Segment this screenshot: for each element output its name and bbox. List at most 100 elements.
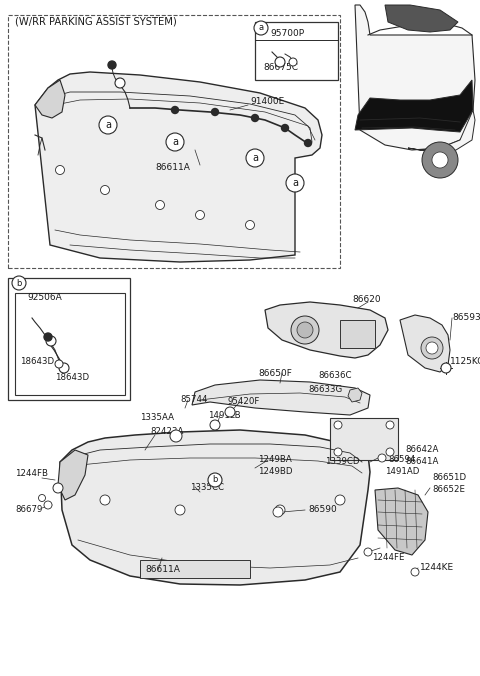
Text: 85744: 85744: [180, 395, 207, 404]
Text: 95420F: 95420F: [228, 397, 260, 406]
Circle shape: [275, 57, 285, 67]
Polygon shape: [348, 388, 362, 402]
Text: 86611A: 86611A: [155, 164, 190, 172]
Bar: [255, 22, 338, 80]
Circle shape: [212, 109, 218, 116]
Circle shape: [334, 421, 342, 429]
Circle shape: [426, 342, 438, 354]
Circle shape: [166, 133, 184, 151]
Circle shape: [281, 124, 288, 132]
Text: 86636C: 86636C: [318, 372, 351, 381]
Bar: [140, 560, 250, 578]
Text: 1244FB: 1244FB: [15, 470, 48, 479]
Polygon shape: [375, 488, 428, 555]
Circle shape: [421, 337, 443, 359]
Text: a: a: [252, 153, 258, 163]
Text: 92506A: 92506A: [28, 293, 62, 302]
Bar: [340, 320, 375, 348]
Text: 86679: 86679: [15, 506, 42, 514]
Text: 86590: 86590: [308, 506, 337, 514]
Polygon shape: [355, 5, 475, 150]
Bar: [15, 293, 125, 395]
Text: 1249BD: 1249BD: [258, 468, 292, 477]
Polygon shape: [58, 450, 88, 500]
Text: 91400E: 91400E: [250, 97, 284, 107]
Text: 1244FE: 1244FE: [372, 554, 405, 562]
Text: 1335AA: 1335AA: [140, 414, 174, 422]
Circle shape: [115, 78, 125, 88]
Text: a: a: [292, 178, 298, 188]
Polygon shape: [400, 315, 450, 372]
Text: 86641A: 86641A: [405, 458, 438, 466]
Text: 1125KO: 1125KO: [450, 358, 480, 366]
Circle shape: [432, 152, 448, 168]
Circle shape: [422, 142, 458, 178]
Text: 1491LB: 1491LB: [208, 410, 240, 420]
Circle shape: [286, 174, 304, 192]
Text: (W/RR PARKING ASSIST SYSTEM): (W/RR PARKING ASSIST SYSTEM): [15, 17, 177, 27]
Circle shape: [245, 220, 254, 229]
Bar: [330, 418, 398, 460]
Text: 1244KE: 1244KE: [420, 564, 454, 573]
Circle shape: [46, 336, 56, 346]
Text: a: a: [172, 137, 178, 147]
Circle shape: [225, 407, 235, 417]
Circle shape: [171, 107, 179, 114]
Bar: [8, 15, 340, 268]
Polygon shape: [35, 80, 65, 118]
Circle shape: [386, 421, 394, 429]
Circle shape: [210, 420, 220, 430]
Text: 1491AD: 1491AD: [385, 468, 420, 477]
Text: 1335CC: 1335CC: [190, 483, 224, 491]
Polygon shape: [60, 430, 370, 585]
Polygon shape: [192, 380, 370, 415]
Circle shape: [378, 454, 386, 462]
Text: 1339CD: 1339CD: [325, 458, 360, 466]
Circle shape: [100, 185, 109, 195]
Circle shape: [170, 430, 182, 442]
Text: 86593A: 86593A: [452, 314, 480, 322]
Circle shape: [441, 363, 451, 373]
Circle shape: [297, 322, 313, 338]
Text: a: a: [105, 120, 111, 130]
Circle shape: [156, 201, 165, 210]
Text: 86620: 86620: [352, 295, 381, 304]
Circle shape: [99, 116, 117, 134]
Circle shape: [364, 548, 372, 556]
Bar: [8, 278, 130, 400]
Text: b: b: [212, 475, 218, 485]
Circle shape: [100, 495, 110, 505]
Text: 86642A: 86642A: [405, 445, 438, 454]
Polygon shape: [35, 72, 322, 262]
Circle shape: [44, 333, 52, 341]
Text: 18643D: 18643D: [20, 358, 54, 366]
Text: 86594: 86594: [388, 456, 415, 464]
Circle shape: [252, 114, 259, 122]
Circle shape: [53, 483, 63, 493]
Text: b: b: [16, 279, 22, 287]
Text: 86650F: 86650F: [258, 368, 292, 377]
Circle shape: [44, 501, 52, 509]
Circle shape: [246, 149, 264, 167]
Circle shape: [386, 448, 394, 456]
Circle shape: [304, 139, 312, 147]
Circle shape: [275, 505, 285, 515]
Text: 95700P: 95700P: [270, 28, 304, 37]
Circle shape: [108, 61, 116, 69]
Polygon shape: [355, 80, 473, 132]
Text: 86611A: 86611A: [145, 566, 180, 575]
Text: 82423A: 82423A: [150, 427, 183, 437]
Circle shape: [335, 495, 345, 505]
Text: 86652E: 86652E: [432, 485, 465, 495]
Text: 86651D: 86651D: [432, 473, 466, 483]
Circle shape: [411, 568, 419, 576]
Circle shape: [273, 507, 283, 517]
Circle shape: [56, 166, 64, 174]
Circle shape: [289, 58, 297, 66]
Circle shape: [334, 448, 342, 456]
Circle shape: [195, 210, 204, 220]
Text: 86633G: 86633G: [308, 385, 342, 395]
Circle shape: [59, 363, 69, 373]
Text: a: a: [258, 24, 264, 32]
Circle shape: [55, 360, 63, 368]
